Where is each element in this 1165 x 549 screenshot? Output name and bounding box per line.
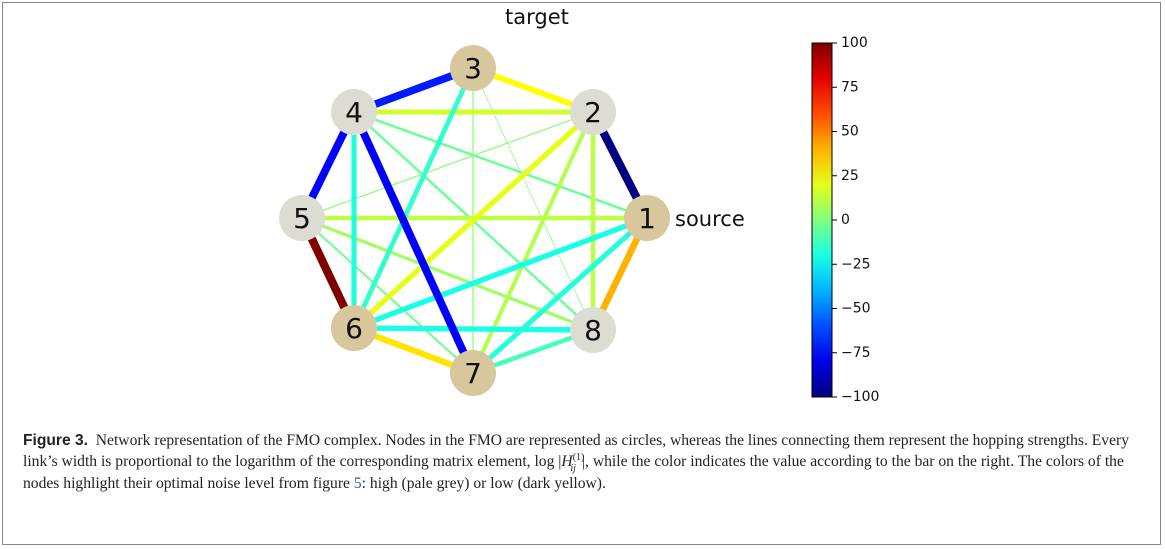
node-label: 4 xyxy=(345,96,363,129)
caption: Figure 3. Network representation of the … xyxy=(23,430,1148,494)
node-label: 6 xyxy=(345,312,363,345)
node-label: 2 xyxy=(584,96,602,129)
edge xyxy=(301,111,594,219)
math-sub: ij xyxy=(570,462,576,474)
figure-ref[interactable]: 5 xyxy=(353,474,362,492)
colorbar-tick-label: −50 xyxy=(841,301,871,317)
math-prefix: log | xyxy=(534,453,562,471)
node xyxy=(331,305,377,351)
math-symbol: H xyxy=(561,453,573,471)
edge xyxy=(350,110,477,375)
colorbar-tick-label: −75 xyxy=(841,345,871,361)
caption-text: : high (pale grey) or low (dark yellow). xyxy=(361,474,606,492)
node xyxy=(450,45,496,91)
node xyxy=(570,307,616,353)
node xyxy=(279,195,325,241)
annotation: source xyxy=(675,207,745,231)
node-label: 7 xyxy=(464,357,482,390)
node-label: 3 xyxy=(464,52,482,85)
math-sup: (1) xyxy=(572,452,585,464)
colorbar-tick-label: −100 xyxy=(841,389,879,405)
node-label: 1 xyxy=(638,202,656,235)
caption-label: Figure 3. xyxy=(23,432,88,449)
edge xyxy=(471,216,649,375)
colorbar-tick-label: 0 xyxy=(841,212,850,228)
colorbar xyxy=(811,42,833,398)
math: log |H(1)ij | xyxy=(534,452,586,473)
node-label: 8 xyxy=(584,314,602,347)
node xyxy=(624,195,670,241)
caption-text: Network representation of the FMO comple… xyxy=(23,432,1130,471)
colorbar-tick-label: 50 xyxy=(841,124,859,140)
colorbar-tick-label: 25 xyxy=(841,168,859,184)
colorbar-tick-label: 100 xyxy=(841,35,868,51)
node xyxy=(570,89,616,135)
caption-text: , while the color indicates the value ac… xyxy=(23,453,1124,492)
node xyxy=(331,89,377,135)
edge xyxy=(352,109,595,331)
edge xyxy=(353,325,594,333)
edge xyxy=(351,66,476,330)
node-label: 5 xyxy=(293,202,311,235)
node xyxy=(450,350,496,396)
math-suffix: | xyxy=(581,453,586,471)
colorbar-tick-label: 75 xyxy=(841,79,859,95)
network-figure: 1 2 3 4 5 6 7 8 target source 100 75 50 25 0 −25 −50 −75 −… xyxy=(279,5,879,405)
edge xyxy=(353,215,648,331)
colorbar-tick-label: −25 xyxy=(841,256,871,272)
edge xyxy=(353,110,648,220)
annotation: target xyxy=(505,5,569,29)
